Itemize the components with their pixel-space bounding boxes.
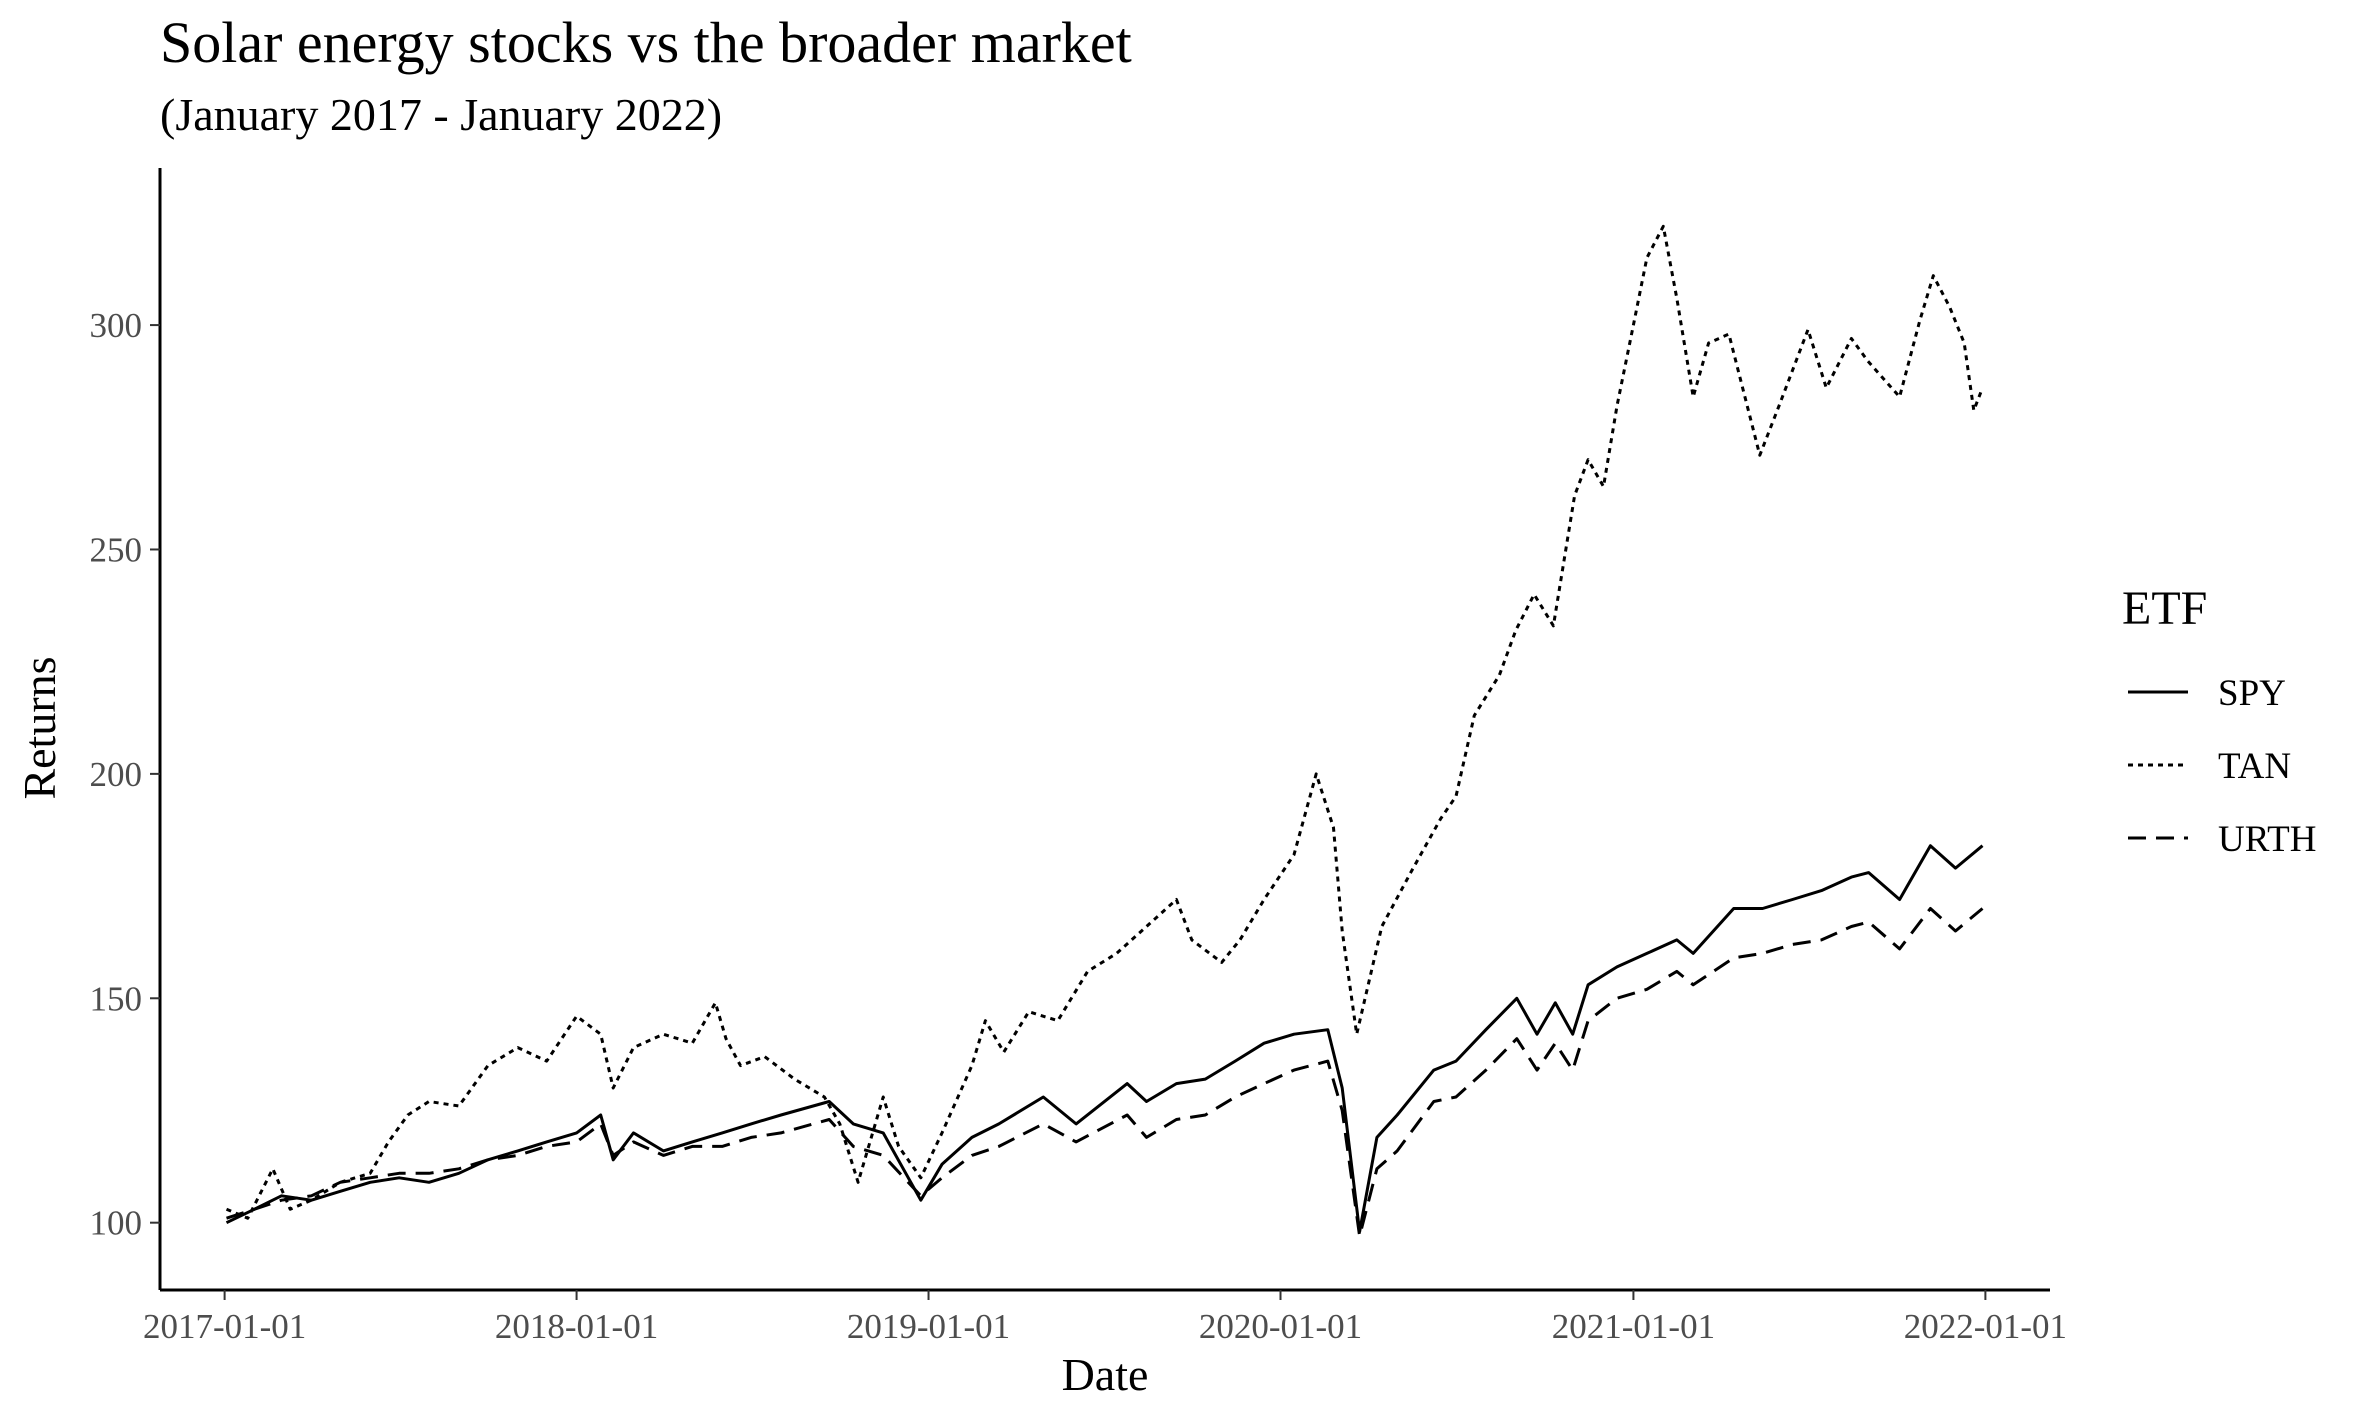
x-tick-label: 2022-01-01 xyxy=(1904,1307,2067,1346)
series-line-urth xyxy=(226,907,1984,1238)
series-line-tan xyxy=(225,224,1984,1220)
legend-label-spy: SPY xyxy=(2218,673,2286,714)
y-axis-ticks: 100 150 200 250 300 xyxy=(90,306,160,1243)
plot-series xyxy=(225,224,1984,1238)
y-tick-label: 300 xyxy=(90,306,143,345)
legend-title: ETF xyxy=(2122,582,2207,635)
x-axis-title: Date xyxy=(1062,1349,1149,1400)
x-tick-label: 2021-01-01 xyxy=(1552,1307,1715,1346)
x-tick-label: 2017-01-01 xyxy=(143,1307,306,1346)
legend-label-tan: TAN xyxy=(2218,746,2291,787)
x-tick-label: 2019-01-01 xyxy=(847,1307,1010,1346)
legend: ETF SPY TAN URTH xyxy=(2122,582,2317,860)
y-tick-label: 250 xyxy=(90,530,143,569)
y-tick-label: 100 xyxy=(90,1204,143,1243)
x-axis-ticks: 2017-01-01 2018-01-01 2019-01-01 2020-01-01… xyxy=(143,1290,2067,1346)
chart-subtitle: (January 2017 - January 2022) xyxy=(160,89,722,140)
chart-title: Solar energy stocks vs the broader marke… xyxy=(160,10,1132,75)
x-tick-label: 2018-01-01 xyxy=(495,1307,658,1346)
y-axis-title: Returns xyxy=(14,656,65,799)
x-tick-label: 2020-01-01 xyxy=(1199,1307,1362,1346)
y-tick-label: 150 xyxy=(90,979,143,1018)
legend-label-urth: URTH xyxy=(2218,819,2317,860)
legend-entries: SPY TAN URTH xyxy=(2128,673,2317,860)
y-tick-label: 200 xyxy=(90,755,143,794)
series-line-spy xyxy=(225,844,1984,1234)
